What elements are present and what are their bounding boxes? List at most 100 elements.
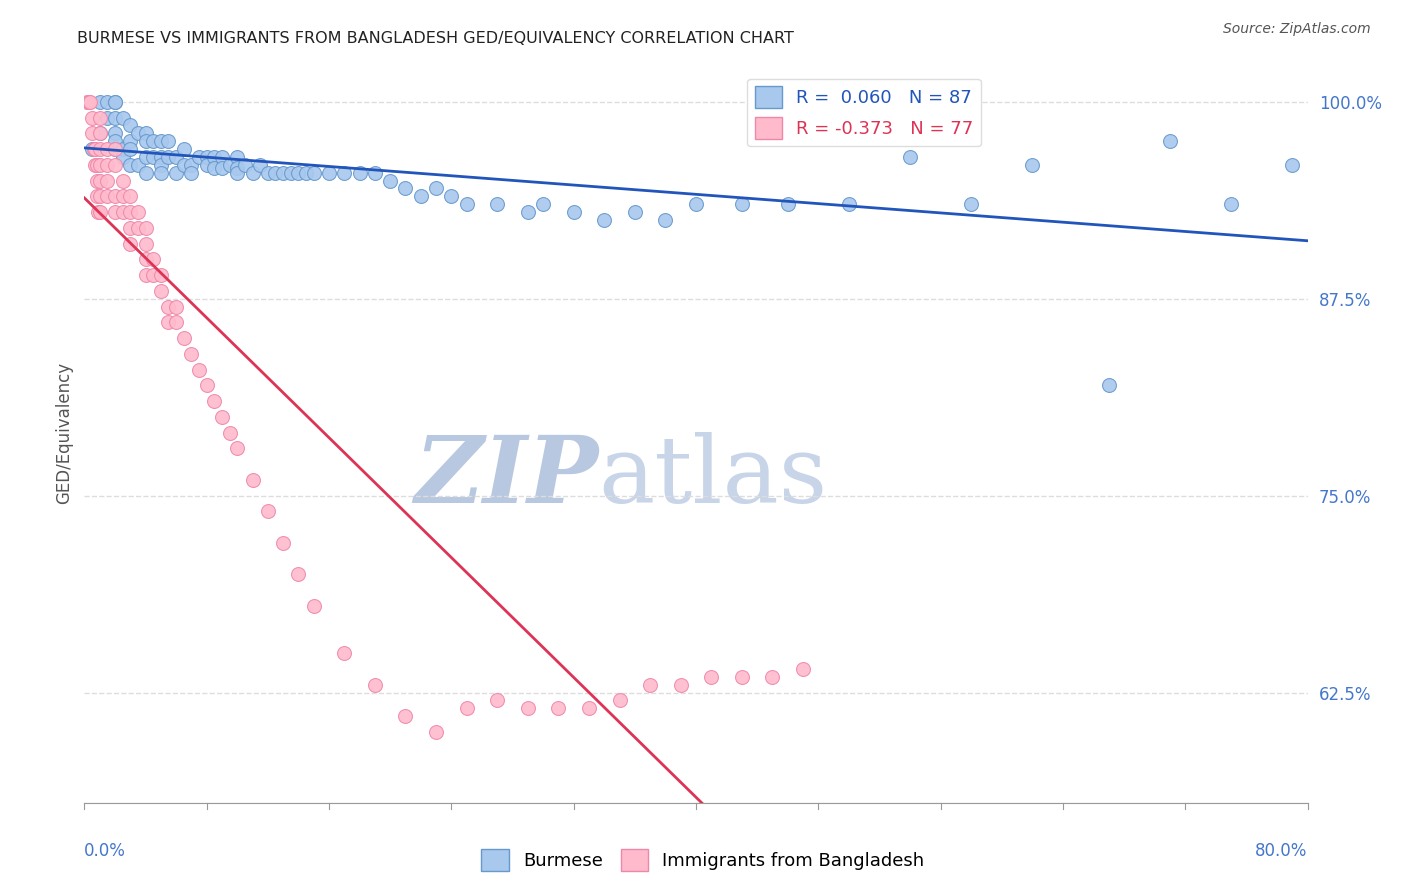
Point [89,205,111,219]
Text: Source: ZipAtlas.com: Source: ZipAtlas.com [1223,22,1371,37]
Point [120,220,142,235]
Point [173,142,195,156]
Point [516,205,538,219]
Point [142,268,165,282]
Point [89,158,111,172]
Point [562,205,585,219]
Point [257,166,280,180]
Point [302,166,325,180]
Point [135,268,157,282]
Point [135,126,157,140]
Point [120,236,142,251]
Point [104,95,127,109]
Point [120,205,142,219]
Point [157,315,180,329]
Point [425,181,447,195]
Point [142,134,165,148]
Point [394,709,416,723]
Point [364,166,387,180]
Point [149,158,172,172]
Point [120,119,142,133]
Point [211,150,233,164]
Point [104,111,127,125]
Point [149,284,172,298]
Point [111,150,134,164]
Point [89,126,111,140]
Point [142,150,165,164]
Point [111,142,134,156]
Point [84,142,107,156]
Point [1098,378,1121,392]
Point [1021,158,1043,172]
Point [685,197,707,211]
Point [318,166,340,180]
Point [89,189,111,203]
Point [380,173,402,187]
Point [302,599,325,613]
Point [394,181,416,195]
Point [165,300,187,314]
Point [135,252,157,267]
Point [80,111,103,125]
Point [157,134,180,148]
Legend: R =  0.060   N = 87, R = -0.373   N = 77: R = 0.060 N = 87, R = -0.373 N = 77 [748,78,980,146]
Point [624,205,647,219]
Point [120,142,142,156]
Point [79,95,101,109]
Point [120,134,142,148]
Point [76,95,98,109]
Text: 80.0%: 80.0% [1256,842,1308,860]
Point [578,701,600,715]
Point [104,95,127,109]
Point [333,646,356,660]
Point [195,150,218,164]
Point [838,197,860,211]
Point [669,678,692,692]
Point [516,701,538,715]
Text: 0.0%: 0.0% [84,842,127,860]
Point [111,111,134,125]
Point [173,331,195,345]
Point [180,347,202,361]
Point [111,189,134,203]
Point [731,670,754,684]
Point [609,693,631,707]
Point [96,95,118,109]
Point [180,166,202,180]
Point [87,205,110,219]
Point [157,300,180,314]
Point [127,205,149,219]
Point [89,95,111,109]
Point [173,158,195,172]
Point [127,158,149,172]
Point [202,161,225,175]
Legend: Burmese, Immigrants from Bangladesh: Burmese, Immigrants from Bangladesh [474,842,932,879]
Point [104,205,127,219]
Point [349,166,371,180]
Point [202,394,225,409]
Point [96,158,118,172]
Point [96,189,118,203]
Point [149,166,172,180]
Point [761,670,783,684]
Point [409,189,432,203]
Point [218,158,240,172]
Point [654,213,676,227]
Point [111,205,134,219]
Point [96,111,118,125]
Point [456,197,478,211]
Point [280,166,302,180]
Point [135,220,157,235]
Point [165,166,187,180]
Point [104,158,127,172]
Point [242,473,264,487]
Point [287,567,309,582]
Point [135,134,157,148]
Point [440,189,463,203]
Point [77,95,100,109]
Point [731,197,754,211]
Point [960,197,983,211]
Point [195,158,218,172]
Point [142,252,165,267]
Point [211,161,233,175]
